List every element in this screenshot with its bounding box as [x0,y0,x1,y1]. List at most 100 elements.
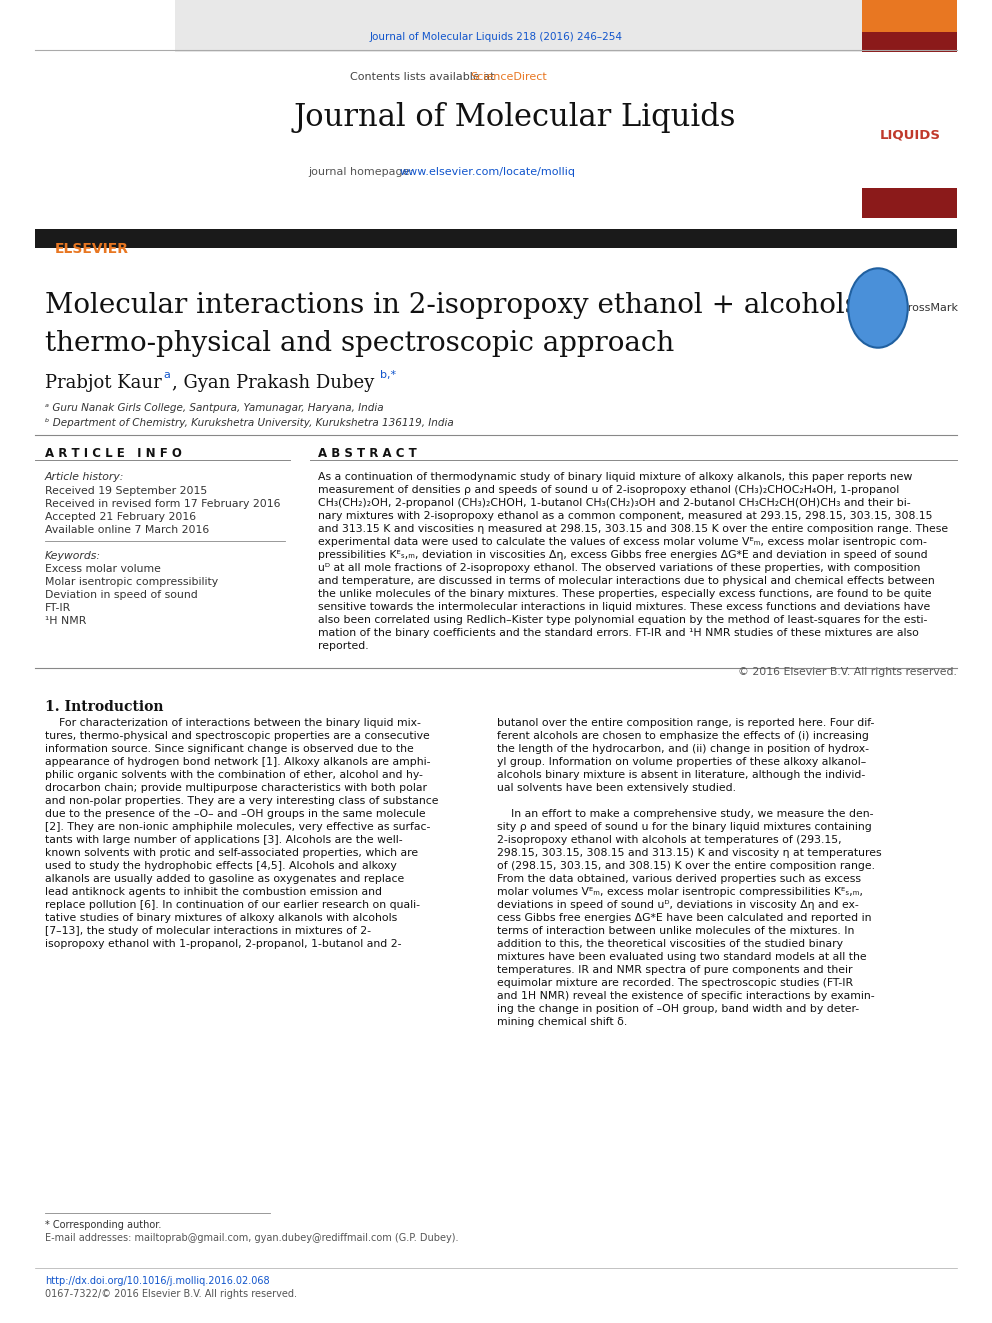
Text: 0167-7322/© 2016 Elsevier B.V. All rights reserved.: 0167-7322/© 2016 Elsevier B.V. All right… [45,1289,297,1299]
Text: Contents lists available at: Contents lists available at [350,71,498,82]
Text: * Corresponding author.: * Corresponding author. [45,1220,162,1230]
Text: ᵇ Department of Chemistry, Kurukshetra University, Kurukshetra 136119, India: ᵇ Department of Chemistry, Kurukshetra U… [45,418,453,429]
Text: Received 19 September 2015: Received 19 September 2015 [45,486,207,496]
Text: 1. Introduction: 1. Introduction [45,700,164,714]
Text: uᴰ at all mole fractions of 2-isopropoxy ethanol. The observed variations of the: uᴰ at all mole fractions of 2-isopropoxy… [318,564,921,573]
Text: For characterization of interactions between the binary liquid mix-: For characterization of interactions bet… [45,718,421,728]
Text: temperatures. IR and NMR spectra of pure components and their: temperatures. IR and NMR spectra of pure… [497,964,852,975]
Text: also been correlated using Redlich–Kister type polynomial equation by the method: also been correlated using Redlich–Kiste… [318,615,928,624]
Text: information source. Since significant change is observed due to the: information source. Since significant ch… [45,744,414,754]
Text: cess Gibbs free energies ΔG*E have been calculated and reported in: cess Gibbs free energies ΔG*E have been … [497,913,872,923]
Text: sensitive towards the intermolecular interactions in liquid mixtures. These exce: sensitive towards the intermolecular int… [318,602,930,613]
Text: known solvents with protic and self-associated properties, which are: known solvents with protic and self-asso… [45,848,418,859]
Text: replace pollution [6]. In continuation of our earlier research on quali-: replace pollution [6]. In continuation o… [45,900,420,910]
Text: and 313.15 K and viscosities η measured at 298.15, 303.15 and 308.15 K over the : and 313.15 K and viscosities η measured … [318,524,948,534]
Text: drocarbon chain; provide multipurpose characteristics with both polar: drocarbon chain; provide multipurpose ch… [45,783,427,792]
Text: As a continuation of thermodynamic study of binary liquid mixture of alkoxy alka: As a continuation of thermodynamic study… [318,472,913,482]
Text: ferent alcohols are chosen to emphasize the effects of (i) increasing: ferent alcohols are chosen to emphasize … [497,732,869,741]
Text: FT-IR: FT-IR [45,603,71,613]
Text: tants with large number of applications [3]. Alcohols are the well-: tants with large number of applications … [45,835,403,845]
Text: [7–13], the study of molecular interactions in mixtures of 2-: [7–13], the study of molecular interacti… [45,926,371,935]
Bar [175,0,862,52]
Text: yl group. Information on volume properties of these alkoxy alkanol–: yl group. Information on volume properti… [497,757,866,767]
Text: Keywords:: Keywords: [45,550,101,561]
Text: tative studies of binary mixtures of alkoxy alkanols with alcohols: tative studies of binary mixtures of alk… [45,913,397,923]
Circle shape [848,269,908,348]
Text: journal homepage:: journal homepage: [308,167,417,177]
Text: and temperature, are discussed in terms of molecular interactions due to physica: and temperature, are discussed in terms … [318,576,934,586]
Text: Accepted 21 February 2016: Accepted 21 February 2016 [45,512,196,523]
Text: Molecular interactions in 2-isopropoxy ethanol + alcohols: A: Molecular interactions in 2-isopropoxy e… [45,292,897,319]
Text: tures, thermo-physical and spectroscopic properties are a consecutive: tures, thermo-physical and spectroscopic… [45,732,430,741]
Text: experimental data were used to calculate the values of excess molar volume Vᴱₘ, : experimental data were used to calculate… [318,537,927,546]
Text: measurement of densities ρ and speeds of sound u of 2-isopropoxy ethanol (CH₃)₂C: measurement of densities ρ and speeds of… [318,486,900,495]
Text: butanol over the entire composition range, is reported here. Four dif-: butanol over the entire composition rang… [497,718,874,728]
Bar [862,32,957,52]
Text: 2-isopropoxy ethanol with alcohols at temperatures of (293.15,: 2-isopropoxy ethanol with alcohols at te… [497,835,841,845]
Text: sity ρ and speed of sound u for the binary liquid mixtures containing: sity ρ and speed of sound u for the bina… [497,822,872,832]
Text: Available online 7 March 2016: Available online 7 March 2016 [45,525,209,534]
Text: Received in revised form 17 February 2016: Received in revised form 17 February 201… [45,499,281,509]
Text: alkanols are usually added to gasoline as oxygenates and replace: alkanols are usually added to gasoline a… [45,875,405,884]
Text: due to the presence of the –O– and –OH groups in the same molecule: due to the presence of the –O– and –OH g… [45,808,426,819]
Text: In an effort to make a comprehensive study, we measure the den-: In an effort to make a comprehensive stu… [497,808,874,819]
Text: © 2016 Elsevier B.V. All rights reserved.: © 2016 Elsevier B.V. All rights reserved… [738,667,957,677]
Bar [862,188,957,218]
Text: a: a [163,370,170,380]
Text: of (298.15, 303.15, and 308.15) K over the entire composition range.: of (298.15, 303.15, and 308.15) K over t… [497,861,875,871]
Text: http://dx.doi.org/10.1016/j.molliq.2016.02.068: http://dx.doi.org/10.1016/j.molliq.2016.… [45,1275,270,1286]
Text: terms of interaction between unlike molecules of the mixtures. In: terms of interaction between unlike mole… [497,926,854,935]
Text: and non-polar properties. They are a very interesting class of substance: and non-polar properties. They are a ver… [45,796,438,806]
Text: addition to this, the theoretical viscosities of the studied binary: addition to this, the theoretical viscos… [497,939,843,949]
Text: MOLECULAR: MOLECULAR [874,112,945,122]
Text: used to study the hydrophobic effects [4,5]. Alcohols and alkoxy: used to study the hydrophobic effects [4… [45,861,397,871]
Text: the unlike molecules of the binary mixtures. These properties, especially excess: the unlike molecules of the binary mixtu… [318,589,931,599]
Text: Molar isentropic compressibility: Molar isentropic compressibility [45,577,218,587]
Text: molar volumes Vᴱₘ, excess molar isentropic compressibilities Kᴱₛ,ₘ,: molar volumes Vᴱₘ, excess molar isentrop… [497,886,863,897]
Text: mining chemical shift δ.: mining chemical shift δ. [497,1017,627,1027]
Text: deviations in speed of sound uᴰ, deviations in viscosity Δη and ex-: deviations in speed of sound uᴰ, deviati… [497,900,859,910]
Text: ¹H NMR: ¹H NMR [45,617,86,626]
Text: Journal of Molecular Liquids: Journal of Molecular Liquids [294,102,736,134]
Text: mation of the binary coefficients and the standard errors. FT-IR and ¹H NMR stud: mation of the binary coefficients and th… [318,628,919,638]
Text: ing the change in position of –OH group, band width and by deter-: ing the change in position of –OH group,… [497,1004,859,1013]
Text: appearance of hydrogen bond network [1]. Alkoxy alkanols are amphi-: appearance of hydrogen bond network [1].… [45,757,431,767]
Text: www.elsevier.com/locate/molliq: www.elsevier.com/locate/molliq [400,167,576,177]
Text: A B S T R A C T: A B S T R A C T [318,447,417,460]
Text: CrossMark: CrossMark [900,303,958,314]
Text: ELSEVIER: ELSEVIER [55,242,129,255]
Text: A R T I C L E   I N F O: A R T I C L E I N F O [45,447,182,460]
Text: alcohols binary mixture is absent in literature, although the individ-: alcohols binary mixture is absent in lit… [497,770,865,781]
Text: Journal of Molecular Liquids 218 (2016) 246–254: Journal of Molecular Liquids 218 (2016) … [369,32,623,42]
Text: LIQUIDS: LIQUIDS [880,128,940,142]
Text: and 1H NMR) reveal the existence of specific interactions by examin-: and 1H NMR) reveal the existence of spec… [497,991,875,1002]
Text: ScienceDirect: ScienceDirect [470,71,547,82]
Text: the length of the hydrocarbon, and (ii) change in position of hydrox-: the length of the hydrocarbon, and (ii) … [497,744,869,754]
Text: Prabjot Kaur: Prabjot Kaur [45,374,162,392]
Text: b,*: b,* [380,370,396,380]
Text: , Gyan Prakash Dubey: , Gyan Prakash Dubey [172,374,374,392]
Text: From the data obtained, various derived properties such as excess: From the data obtained, various derived … [497,875,861,884]
Text: Excess molar volume: Excess molar volume [45,564,161,574]
Text: ᵃ Guru Nanak Girls College, Santpura, Yamunagar, Haryana, India: ᵃ Guru Nanak Girls College, Santpura, Ya… [45,404,384,413]
Text: Article history:: Article history: [45,472,124,482]
Bar [862,0,957,52]
Text: 298.15, 303.15, 308.15 and 313.15) K and viscosity η at temperatures: 298.15, 303.15, 308.15 and 313.15) K and… [497,848,882,859]
Text: Journal of: Journal of [894,101,927,106]
Text: Deviation in speed of sound: Deviation in speed of sound [45,590,197,601]
Text: equimolar mixture are recorded. The spectroscopic studies (FT-IR: equimolar mixture are recorded. The spec… [497,978,853,988]
Text: mixtures have been evaluated using two standard models at all the: mixtures have been evaluated using two s… [497,953,867,962]
Text: CH₃(CH₂)₂OH, 2-propanol (CH₃)₂CHOH, 1-butanol CH₃(CH₂)₃OH and 2-butanol CH₃CH₂CH: CH₃(CH₂)₂OH, 2-propanol (CH₃)₂CHOH, 1-bu… [318,497,911,508]
Text: reported.: reported. [318,642,369,651]
Text: philic organic solvents with the combination of ether, alcohol and hy-: philic organic solvents with the combina… [45,770,423,781]
Text: E-mail addresses: mailtoprab@gmail.com, gyan.dubey@rediffmail.com (G.P. Dubey).: E-mail addresses: mailtoprab@gmail.com, … [45,1233,458,1244]
Text: isopropoxy ethanol with 1-propanol, 2-propanol, 1-butanol and 2-: isopropoxy ethanol with 1-propanol, 2-pr… [45,939,402,949]
Text: thermo-physical and spectroscopic approach: thermo-physical and spectroscopic approa… [45,329,675,357]
Bar [35,0,175,52]
Text: lead antiknock agents to inhibit the combustion emission and: lead antiknock agents to inhibit the com… [45,886,382,897]
Bar [35,229,957,247]
Text: [2]. They are non-ionic amphiphile molecules, very effective as surfac-: [2]. They are non-ionic amphiphile molec… [45,822,431,832]
Text: ual solvents have been extensively studied.: ual solvents have been extensively studi… [497,783,736,792]
Text: nary mixtures with 2-isopropoxy ethanol as a common component, measured at 293.1: nary mixtures with 2-isopropoxy ethanol … [318,511,932,521]
Text: pressibilities Kᴱₛ,ₘ, deviation in viscosities Δη, excess Gibbs free energies ΔG: pressibilities Kᴱₛ,ₘ, deviation in visco… [318,550,928,560]
